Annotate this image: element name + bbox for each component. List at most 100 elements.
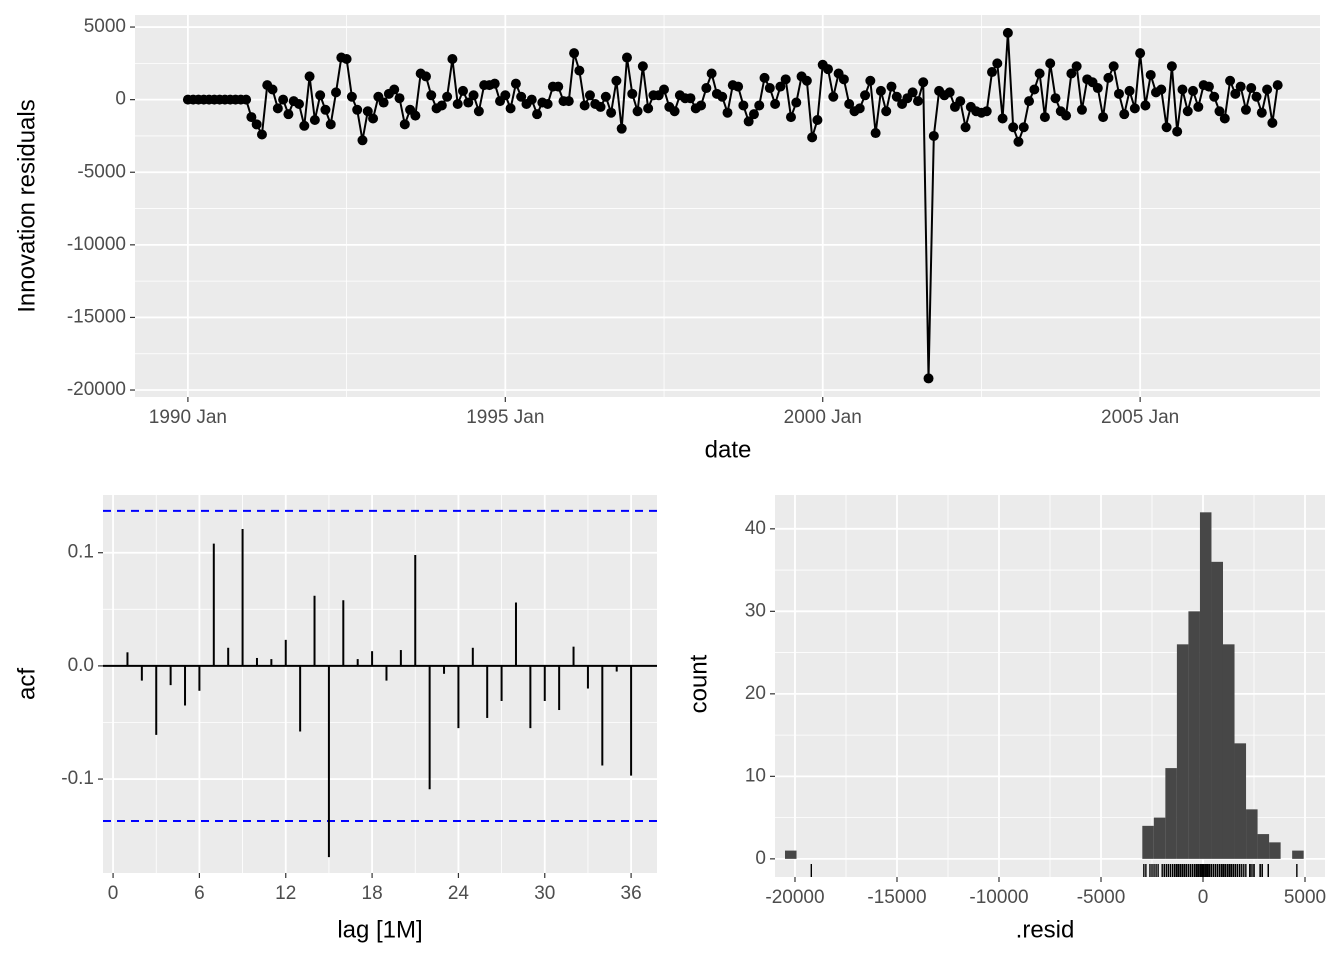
residual-point [611,75,622,86]
residual-point [1156,84,1167,95]
residual-point [1071,61,1082,72]
residual-point [399,119,410,130]
residual-point [717,91,728,102]
residual-point [325,119,336,130]
residual-point [420,71,431,82]
residual-point [389,84,400,95]
residual-point [510,78,521,89]
residual-point [1251,91,1262,102]
residual-point [1066,68,1077,79]
residual-point [1272,80,1283,91]
x-tick-label: 0 [1198,887,1209,908]
residual-point [928,130,939,141]
residual-point [574,65,585,76]
residual-point [1256,107,1267,118]
residual-point [346,91,357,102]
residual-point [669,106,680,117]
residual-point [844,99,855,110]
x-tick-label: -10000 [969,887,1028,908]
residual-point [299,120,310,131]
residual-point [489,78,500,89]
residual-point [595,101,606,112]
residual-point [251,119,262,130]
residual-point [1002,27,1013,38]
residual-point [447,53,458,64]
residual-point [1188,85,1199,96]
residual-point [696,100,707,111]
residual-point [801,75,812,86]
residual-point [505,103,516,114]
residual-point [1209,91,1220,102]
y-tick-label: -10000 [67,234,126,255]
residual-point [738,100,749,111]
residual-point [341,53,352,64]
residual-point [1166,61,1177,72]
x-tick-label: 12 [275,883,296,904]
y-tick-label: -20000 [67,379,126,400]
residual-point [320,104,331,115]
residual-point [246,112,257,123]
residual-point [241,94,252,105]
residual-point [912,96,923,107]
residual-point [701,83,712,94]
residual-point [352,104,363,115]
residual-point [378,97,389,108]
histogram-bar [1211,561,1223,859]
residual-point [1161,122,1172,133]
residual-point [632,106,643,117]
residual-point [1029,84,1040,95]
x-tick-label: 2005 Jan [1101,407,1179,428]
y-tick-label: -5000 [77,161,126,182]
residual-point [1225,75,1236,86]
residual-point [685,93,696,104]
residual-point [468,90,479,101]
x-tick-label: -5000 [1077,887,1126,908]
residual-point [1262,84,1273,95]
residual-point [532,109,543,120]
x-axis-title: date [705,436,752,463]
y-tick-label: 10 [745,765,766,786]
residual-point [907,87,918,98]
residual-point [606,107,617,118]
residual-point [807,132,818,143]
residual-point [272,103,283,114]
residual-point [759,72,770,83]
residual-point [1113,88,1124,99]
residual-point [854,103,865,114]
residual-point [992,58,1003,69]
residual-point [1061,110,1072,121]
residual-point [304,71,315,82]
histogram-bar [1222,644,1235,859]
residual-point [579,100,590,111]
y-axis-title: count [685,654,712,713]
residual-point [553,81,564,92]
residual-point [1177,84,1188,95]
residual-point [410,110,421,121]
residual-point [1172,126,1183,137]
residual-point [987,67,998,78]
residual-point [637,61,648,72]
histogram-bar [1153,817,1166,859]
residual-point [1108,61,1119,72]
residual-point [1135,48,1146,59]
residual-point [563,96,574,107]
residual-point [627,88,638,99]
residual-point [569,48,580,59]
residual-point [278,94,289,105]
residual-point [1140,100,1151,111]
histogram-bar [1142,825,1154,859]
y-tick-label: 20 [745,683,766,704]
residual-point [775,81,786,92]
histogram-bar [1165,768,1177,859]
x-tick-label: 0 [108,883,119,904]
residual-point [1018,122,1029,133]
residual-point [886,81,897,92]
residual-point [584,90,595,101]
residual-point [473,106,484,117]
residual-point [357,135,368,146]
residual-point [1076,104,1087,115]
residual-point [860,90,871,101]
residual-point [457,85,468,96]
residual-point [706,68,717,79]
residual-point [436,100,447,111]
